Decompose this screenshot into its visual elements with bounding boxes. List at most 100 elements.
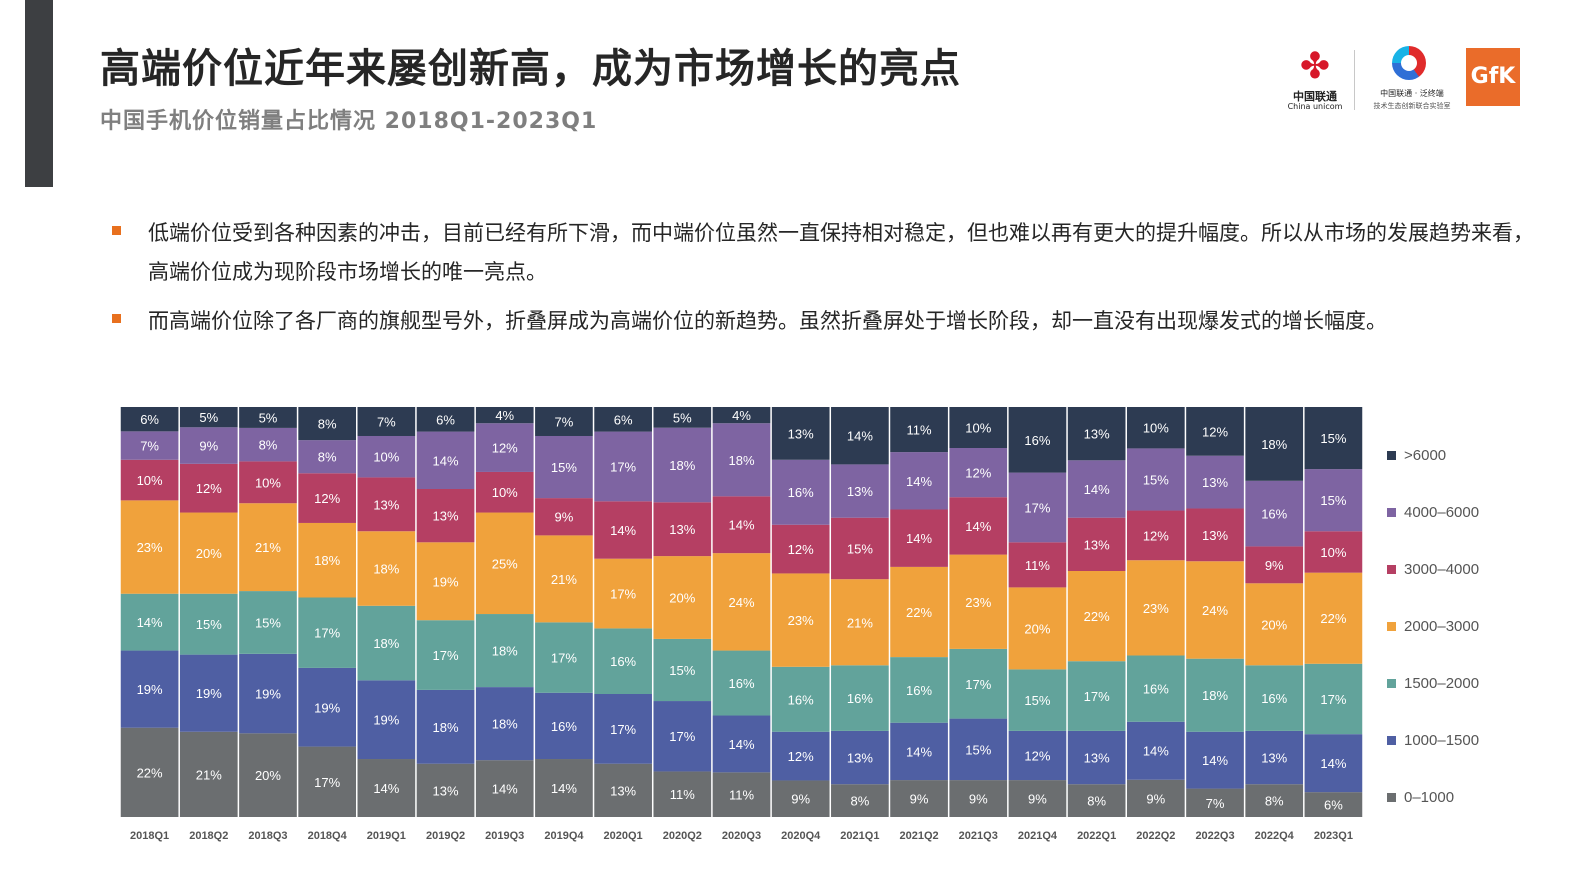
bar-segment [712,553,771,651]
bar-segment [949,718,1008,781]
bar-segment [120,459,179,501]
bar-segment [771,459,830,525]
bar-segment [653,427,712,503]
bar-segment [831,579,889,666]
data-label: 9% [910,792,929,807]
data-label: 21% [551,572,577,587]
data-label: 20% [1024,621,1050,636]
bar-segment [1304,469,1363,532]
data-label: 17% [1320,692,1346,707]
bar-segment [475,407,534,424]
bar-segment [475,423,534,472]
data-label: 12% [1024,749,1050,764]
bar-segment [771,407,830,460]
bar-segment [771,780,830,817]
bullet-text: 低端价位受到各种因素的冲击，目前已经有所下滑，而中端价位虽然一直保持相对稳定，但… [148,221,1534,284]
data-label: 17% [610,722,636,737]
bar-segment [890,407,948,453]
data-label: 18% [492,717,518,732]
data-label: 10% [1143,421,1169,436]
data-label: 13% [1084,751,1110,766]
data-label: 12% [314,491,340,506]
data-label: 10% [373,450,399,465]
data-label: 17% [433,648,459,663]
bar-segment [239,733,297,817]
bar-segment [416,542,475,621]
bar-segment [239,427,297,462]
legend-label: >6000 [1404,447,1446,464]
data-label: 20% [669,591,695,606]
bar-segment [239,591,297,654]
data-label: 16% [1024,433,1050,448]
data-label: 15% [1320,493,1346,508]
bar-segment [179,654,238,732]
bar-segment [1008,587,1067,670]
bar-segment [949,448,1008,498]
bar-segment [120,593,179,651]
bar-segment [357,407,416,436]
bar-segment [357,680,416,760]
bar-segment [475,512,534,615]
gfk-logo: GfK [1466,48,1520,106]
data-label: 14% [610,523,636,538]
bar-segment [357,477,416,532]
data-label: 14% [1084,482,1110,497]
bar-segment [416,489,475,543]
data-label: 14% [551,781,577,796]
data-label: 19% [255,687,281,702]
data-label: 13% [1261,751,1287,766]
bar-segment [1067,517,1126,571]
bar-segment [594,431,652,502]
bar-segment [1304,663,1363,735]
data-label: 10% [965,421,991,436]
bar-segment [1126,510,1185,561]
x-tick-label: 2021Q4 [1018,830,1058,842]
data-label: 19% [373,713,399,728]
data-label: 14% [906,474,932,489]
bar-segment [475,760,534,817]
data-label: 23% [1143,601,1169,616]
bar-segment [239,653,297,734]
bar-segment [1008,542,1067,588]
bar-segment [357,605,416,681]
bar-segment [949,554,1008,649]
bar-segment [179,407,238,428]
data-label: 6% [614,412,633,427]
x-tick-label: 2018Q1 [130,830,169,842]
bar-segment [771,731,830,781]
data-label: 23% [788,613,814,628]
bar-segment [1304,572,1363,664]
bullet-marker-icon [112,226,121,235]
data-label: 13% [610,783,636,798]
legend-swatch [1387,679,1396,688]
bar-segment [712,496,771,554]
legend-swatch [1387,508,1396,517]
bar-segment [1067,730,1126,785]
data-label: 19% [137,682,163,697]
data-label: 16% [906,683,932,698]
legend-label: 4000–6000 [1404,504,1479,521]
data-label: 8% [318,450,337,465]
data-label: 6% [436,412,455,427]
legend-label: 2000–3000 [1404,618,1479,635]
bullet-marker-icon [112,314,121,323]
data-label: 11% [1025,558,1050,573]
legend-swatch [1387,793,1396,802]
data-label: 14% [728,518,754,533]
bar-segment [712,650,771,716]
bar-segment [535,498,593,536]
bar-segment [179,427,238,464]
data-label: 13% [847,484,873,499]
data-label: 8% [1265,794,1284,809]
bar-segment [831,730,889,785]
bar-segment [416,407,475,432]
bar-segment [1245,480,1304,547]
data-label: 5% [199,410,218,425]
data-label: 9% [1146,791,1165,806]
data-label: 25% [492,556,518,571]
bar-segment [1186,788,1244,817]
data-label: 8% [259,438,278,453]
legend-label: 1000–1500 [1404,732,1479,749]
x-tick-label: 2018Q2 [189,830,228,842]
page-title: 高端价位近年来屡创新高，成为市场增长的亮点 [100,46,961,92]
